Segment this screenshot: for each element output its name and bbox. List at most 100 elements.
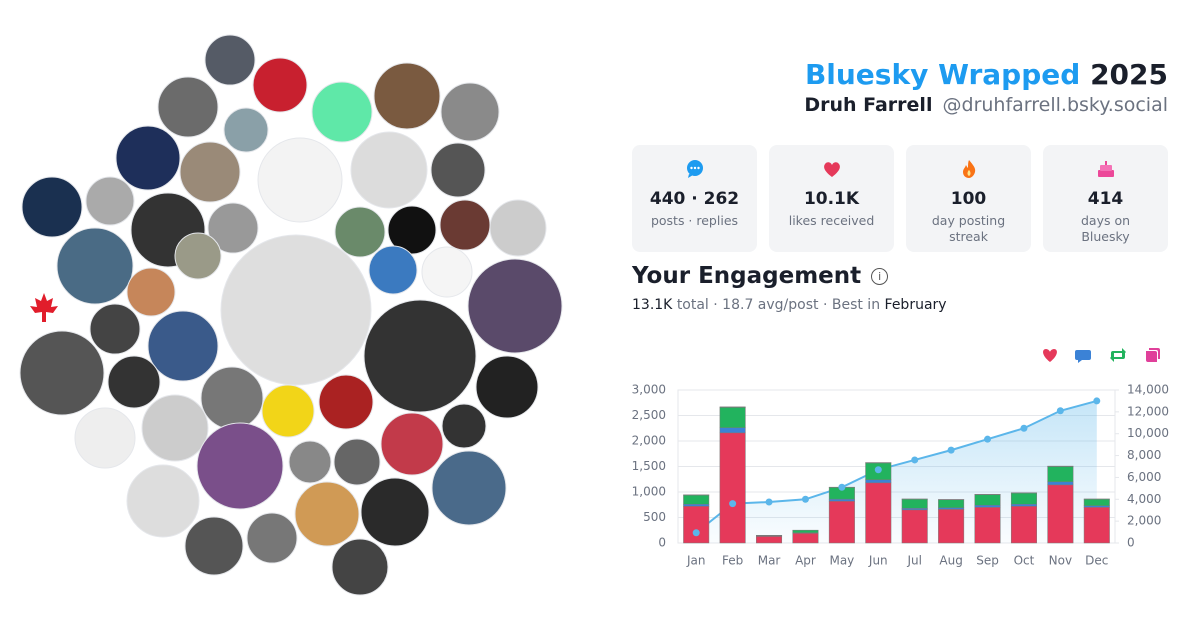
header: Bluesky Wrapped 2025 Druh Farrell @druhf… <box>804 58 1168 116</box>
summary-best: February <box>884 297 947 313</box>
title-brand: Bluesky Wrapped <box>804 58 1081 91</box>
line-point <box>729 500 737 508</box>
avatar <box>207 202 259 254</box>
bar-segment <box>828 498 855 502</box>
bar-segment <box>974 505 1001 508</box>
line-point <box>874 466 882 474</box>
x-tick-label: May <box>829 554 854 568</box>
y-tick-label: 2,500 <box>632 408 666 422</box>
stat-card: 10.1K likes received <box>769 145 894 252</box>
stat-icon <box>962 160 975 178</box>
line-point <box>911 456 919 464</box>
y2-tick-label: 0 <box>1127 536 1135 550</box>
line-point <box>765 498 773 506</box>
avatar <box>288 440 332 484</box>
bar-segment <box>865 479 892 484</box>
bar-segment <box>683 506 710 544</box>
stat-label: likes received <box>788 213 875 228</box>
title: Bluesky Wrapped 2025 <box>804 58 1168 92</box>
engagement-chart: 0 500 1,000 1,500 2,000 2,500 3,000 0 2,000 4,000… <box>632 348 1169 568</box>
avatar <box>141 394 209 462</box>
x-tick-label: Sep <box>976 554 999 568</box>
avatar <box>174 232 222 280</box>
stat-value: 414 <box>1087 189 1124 209</box>
stat-icon <box>1097 161 1114 177</box>
bar-segment <box>974 494 1001 506</box>
x-tick-label: Jul <box>906 554 921 568</box>
legend-icon <box>1146 348 1160 362</box>
summary-text: total · 18.7 avg/post · Best in <box>676 297 881 313</box>
stat-label: posts · replies <box>650 213 739 228</box>
bar-segment <box>719 407 746 428</box>
avatar <box>373 62 441 130</box>
x-tick-label: Jan <box>686 554 706 568</box>
user-name: Druh Farrell <box>804 94 933 116</box>
avatar <box>261 384 315 438</box>
avatar <box>220 234 372 386</box>
avatar <box>489 199 547 257</box>
avatar <box>200 366 264 430</box>
bar-segment <box>938 509 965 544</box>
bar-segment <box>719 406 746 408</box>
avatar <box>387 205 437 255</box>
bar-segment <box>901 498 928 509</box>
user: Druh Farrell @druhfarrell.bsky.social <box>804 94 1168 116</box>
stat-icon <box>686 160 703 178</box>
legend-icon <box>1110 348 1126 362</box>
avatar <box>147 310 219 382</box>
avatar <box>223 107 269 153</box>
bar-segment <box>938 499 965 509</box>
bar-segment <box>792 530 819 534</box>
line-point <box>1020 424 1028 432</box>
avatar <box>467 258 563 354</box>
summary-total: 13.1K <box>632 297 673 313</box>
y2-tick-label: 8,000 <box>1127 448 1161 462</box>
avatar <box>179 141 241 203</box>
avatar <box>311 81 373 143</box>
x-tick-label: Aug <box>939 554 962 568</box>
avatar <box>368 245 418 295</box>
bar-segment <box>683 494 710 505</box>
avatar <box>85 176 135 226</box>
stat-label: day posting streak <box>931 213 1006 244</box>
line-point <box>838 483 846 491</box>
avatar <box>107 355 161 409</box>
line <box>695 399 1098 534</box>
avatar <box>439 199 491 251</box>
avatar <box>157 76 219 138</box>
bar-segment <box>1047 484 1074 544</box>
line-point <box>984 435 992 443</box>
avatar <box>126 464 200 538</box>
avatar <box>204 34 256 86</box>
maple-leaf <box>30 293 58 322</box>
y2-tick-label: 6,000 <box>1127 470 1161 484</box>
bar-segment <box>719 427 746 434</box>
avatar <box>21 176 83 238</box>
avatar <box>331 538 389 596</box>
avatar <box>89 303 141 355</box>
avatar <box>421 246 473 298</box>
stat-value: 440 · 262 <box>649 189 740 209</box>
x-tick-label: Jun <box>868 554 888 568</box>
bar-segment <box>828 500 855 544</box>
avatar <box>257 137 343 223</box>
x-tick-label: Oct <box>1014 554 1035 568</box>
bar-segment <box>1047 466 1074 483</box>
avatar <box>184 516 244 576</box>
bar-segment <box>756 536 783 544</box>
info-icon[interactable]: i <box>871 268 889 285</box>
stat-icon <box>823 162 840 177</box>
bar-segment <box>1047 481 1074 486</box>
avatar-collage <box>19 34 563 596</box>
y2-tick-label: 10,000 <box>1127 426 1169 440</box>
y-tick-label: 1,500 <box>632 459 666 473</box>
legend-icon <box>1075 350 1091 363</box>
engagement-title: Your Engagement <box>632 263 862 289</box>
stat-value: 10.1K <box>803 189 860 209</box>
avatar <box>115 125 181 191</box>
x-tick-label: Mar <box>758 554 781 568</box>
bar-segment <box>1083 498 1110 507</box>
avatar <box>360 477 430 547</box>
bar-segment <box>792 533 819 544</box>
